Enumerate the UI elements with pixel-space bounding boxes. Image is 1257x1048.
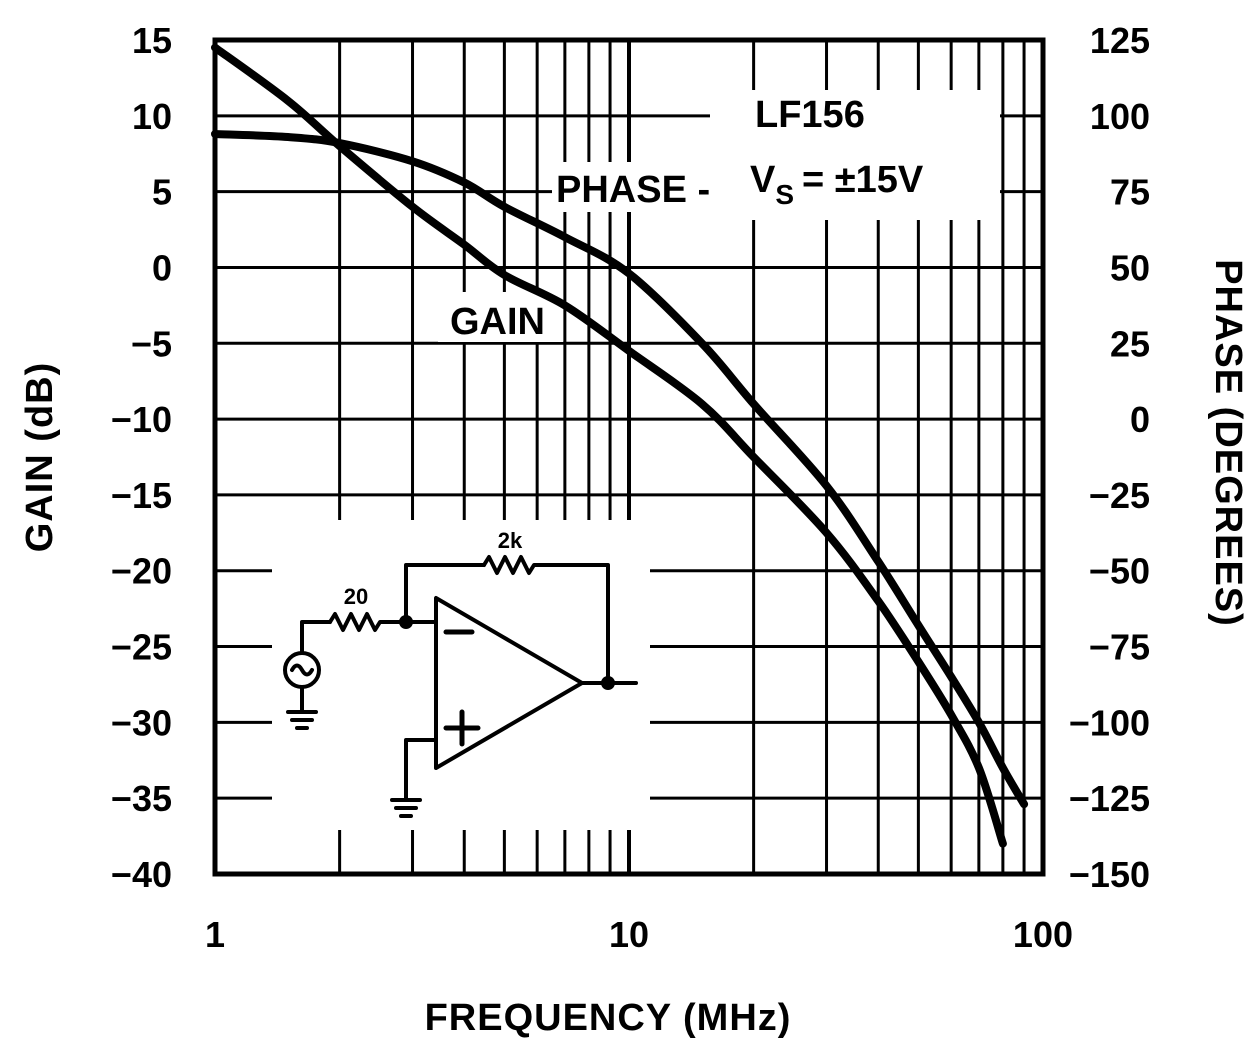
series [211,43,1029,848]
supply-value: = ±15V [802,159,924,201]
y-tick-label: −35 [111,778,172,819]
y-tick-label: 5 [152,172,172,213]
y2-tick-label: −50 [1089,551,1150,592]
y2-tick-label: −100 [1069,702,1150,743]
input-resistor [328,612,408,632]
series-line-gain [211,43,1007,848]
y-tick-label: −15 [111,475,172,516]
junction-dot-output [601,676,615,690]
feedback-resistor-label: 2k [498,528,523,553]
y2-axis-ticks: 125 100 75 50 25 0 −25 −50 −75 −100 −125 −150 [1069,20,1150,895]
input-resistor-label: 20 [344,584,368,609]
phase-label-background [552,162,722,212]
y-tick-label: 10 [132,96,172,137]
device-label: LF156 [755,94,865,136]
supply-prefix: V [750,159,776,201]
plus-sign-icon [443,709,481,747]
y-tick-label: 15 [132,20,172,61]
y-axis-label: GAIN (dB) [19,362,61,553]
phase-series-label: PHASE - [556,169,710,211]
y-tick-label: 0 [152,247,172,288]
feedback-resistor [482,555,610,685]
series-line-phase [211,130,1029,809]
x-axis-label: FREQUENCY (MHz) [425,997,792,1039]
x-tick-label: 10 [609,914,649,955]
x-axis-ticks: 1 10 100 [205,914,1073,955]
gain-series-label: GAIN [450,301,545,343]
y-tick-label: −25 [111,627,172,668]
circuit-inset-background [272,520,650,830]
x-tick-label: 100 [1013,914,1073,955]
y2-tick-label: −75 [1089,627,1150,668]
y2-tick-label: 0 [1130,399,1150,440]
y2-tick-label: 125 [1090,20,1150,61]
ac-source-wave [290,663,314,677]
x-tick-label: 1 [205,914,225,955]
noninverting-input-wire [404,738,438,802]
opamp-triangle [434,596,584,770]
y2-tick-label: 25 [1110,323,1150,364]
gain-label-background [438,292,563,342]
input-wire [300,620,332,655]
y2-tick-label: −125 [1069,778,1150,819]
y-axis-ticks: 15 10 5 0 −5 −10 −15 −20 −25 −30 −35 −40 [111,20,172,895]
y-tick-label: −5 [131,323,172,364]
ground-icon [286,685,318,730]
plot-frame [212,37,1046,877]
y2-tick-label: 100 [1090,96,1150,137]
y2-tick-label: −25 [1089,475,1150,516]
y2-axis-label: PHASE (DEGREES) [1207,259,1249,627]
ground-icon-2 [390,798,422,818]
junction-dot-input [399,615,413,629]
feedback-wire-left [404,563,486,624]
annotation-background [710,90,1000,220]
y2-tick-label: 75 [1110,172,1150,213]
y2-tick-label: −150 [1069,854,1150,895]
y-tick-label: −10 [111,399,172,440]
supply-subscript: S [775,179,794,210]
y-tick-label: −40 [111,854,172,895]
supply-label: VS = ±15V [750,159,924,210]
y2-tick-label: 50 [1110,247,1150,288]
y-tick-label: −30 [111,702,172,743]
y-tick-label: −20 [111,551,172,592]
